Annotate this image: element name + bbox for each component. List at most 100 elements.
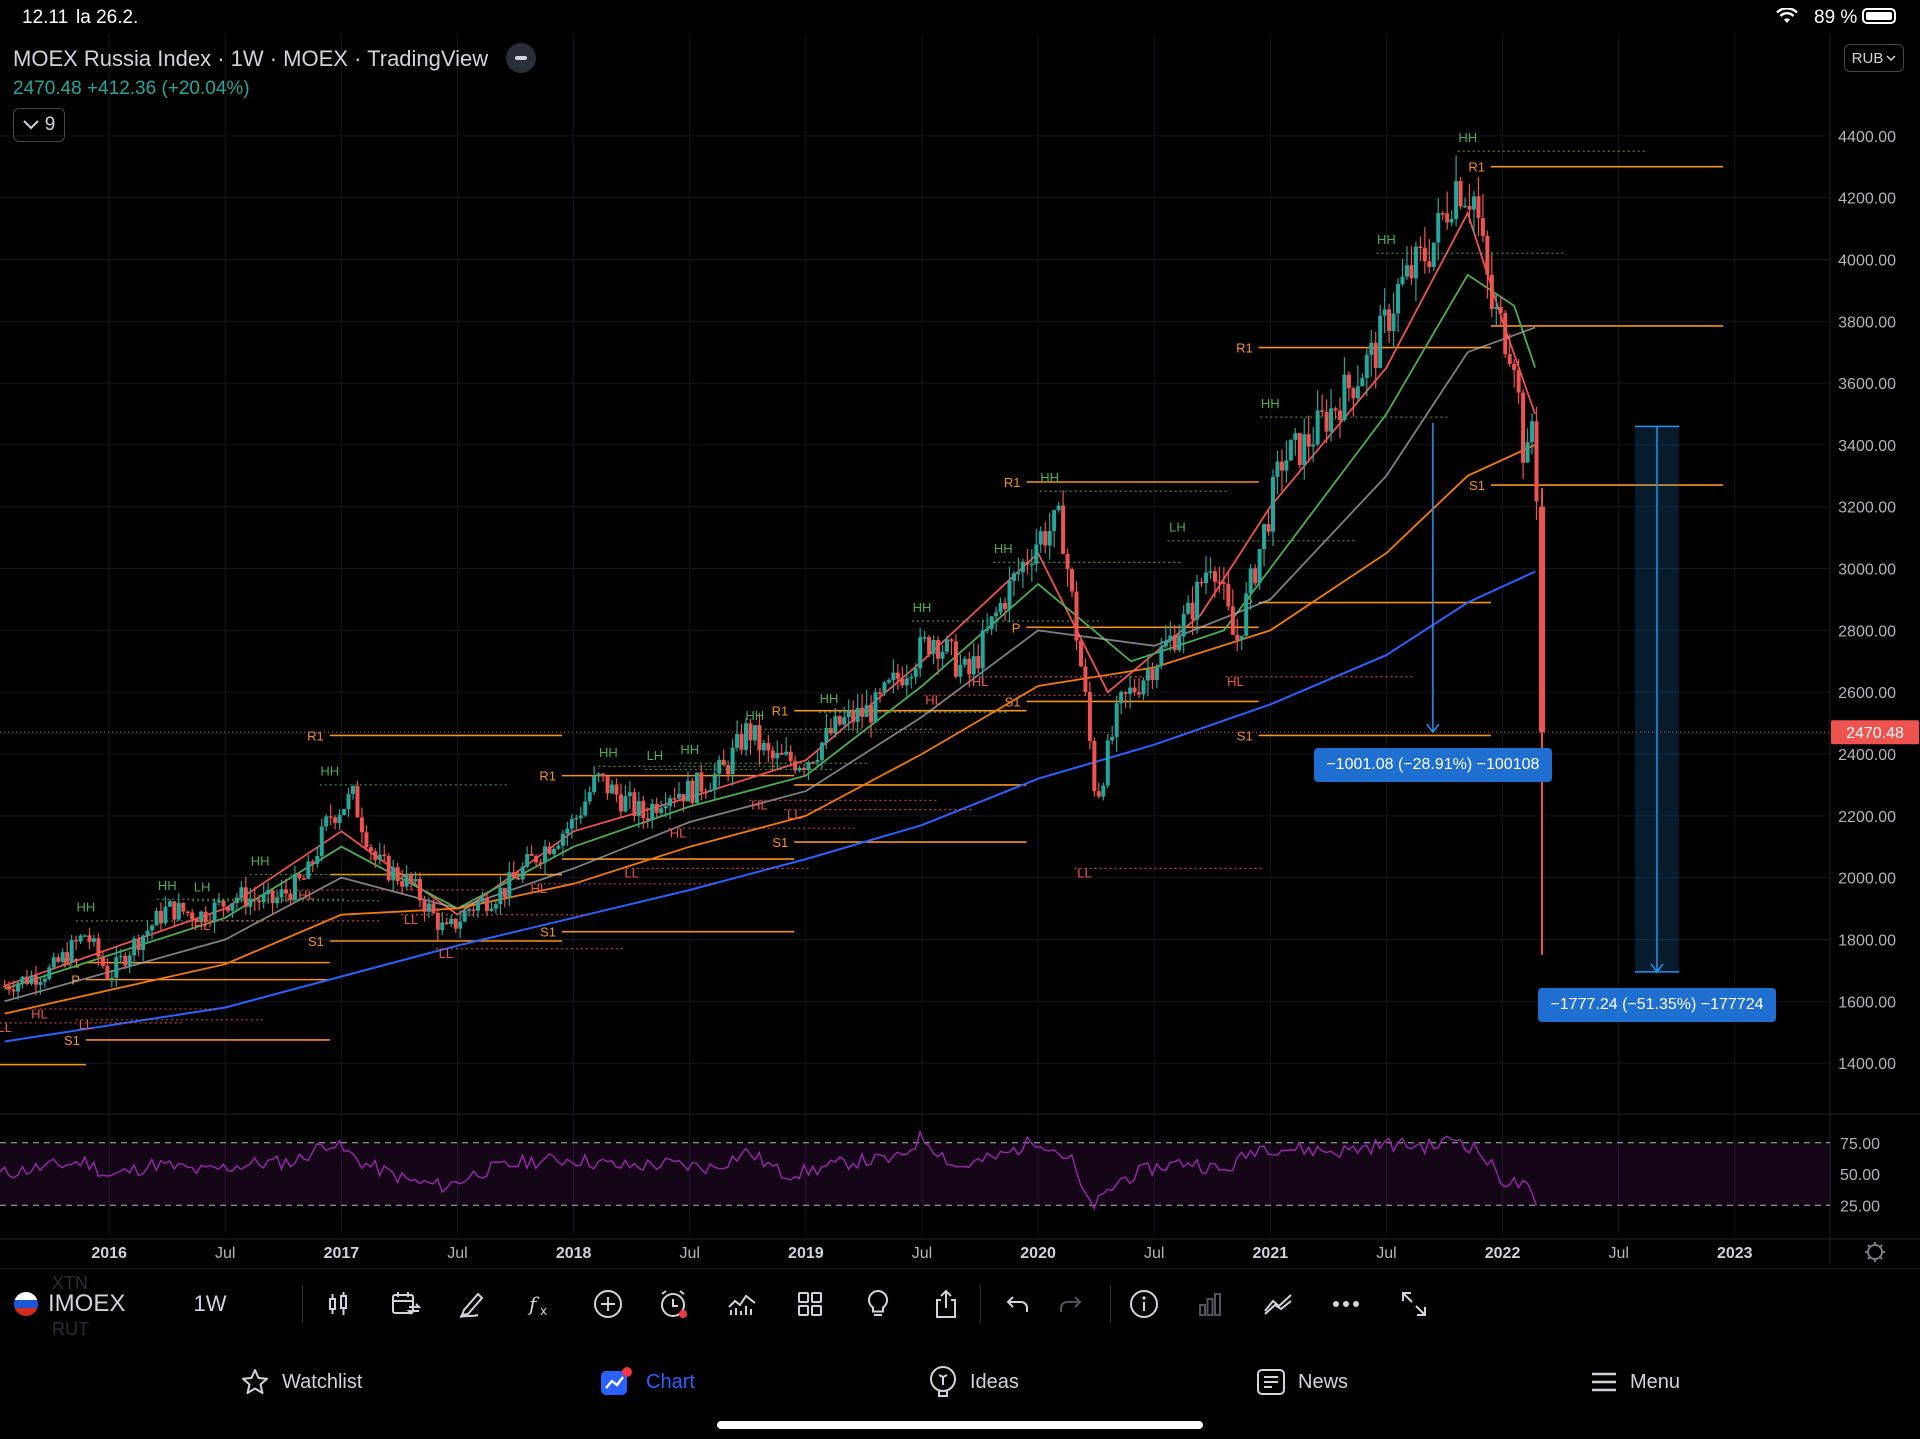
candle-body <box>1525 442 1530 463</box>
candle-body <box>761 742 766 751</box>
candle-body <box>980 630 985 669</box>
layout-grid-button[interactable] <box>788 1269 832 1339</box>
candle-body <box>78 935 83 942</box>
candle-body <box>203 911 208 922</box>
chart-type-button[interactable] <box>316 1269 360 1339</box>
rsi-line <box>0 1129 1537 1211</box>
measure-label[interactable]: −1001.08 (−28.91%) −100108 <box>1313 748 1552 783</box>
candle-body <box>864 705 869 717</box>
redo-button[interactable] <box>1048 1269 1092 1339</box>
candle-body <box>793 761 798 771</box>
candle-body <box>1038 531 1043 545</box>
symbol-search-button[interactable]: IMOEX <box>14 1269 134 1339</box>
home-indicator[interactable] <box>717 1421 1203 1429</box>
swing-label: LL <box>404 912 418 927</box>
trend-tools-button[interactable] <box>1256 1269 1300 1339</box>
price-axis-label: 1600.00 <box>1838 994 1896 1011</box>
candle-body <box>65 952 70 963</box>
candle-body <box>1020 562 1025 573</box>
candle-body <box>141 935 146 950</box>
add-button[interactable] <box>586 1269 630 1339</box>
candle-body <box>744 723 749 750</box>
tab-watchlist[interactable]: Watchlist <box>240 1360 362 1404</box>
candle-body <box>150 925 155 931</box>
candle-body <box>176 902 181 920</box>
compare-button[interactable] <box>384 1269 428 1339</box>
alerts-button[interactable] <box>652 1269 696 1339</box>
candle-body <box>1404 265 1409 277</box>
candle-body <box>1454 180 1459 220</box>
tab-menu[interactable]: Menu <box>1590 1360 1680 1404</box>
candle-body <box>426 903 431 912</box>
candle-body <box>87 935 92 942</box>
drawing-tools-button[interactable] <box>450 1269 494 1339</box>
share-button[interactable] <box>924 1269 968 1339</box>
swing-label: HL <box>298 887 315 902</box>
candle-body <box>319 826 324 857</box>
candle-body <box>614 784 619 795</box>
swing-label: HL <box>925 693 942 708</box>
candle-body <box>386 855 391 881</box>
interval-button[interactable]: 1W <box>193 1291 227 1316</box>
chart-layouts-button[interactable] <box>720 1269 764 1339</box>
candle-body <box>413 878 418 882</box>
candle-body <box>1373 342 1378 368</box>
candle-body <box>1436 213 1441 243</box>
trend-lines-icon <box>1264 1294 1292 1315</box>
pivot-level-label: S1 <box>1237 728 1253 743</box>
candle-body <box>342 809 347 815</box>
more-button[interactable] <box>1324 1269 1368 1339</box>
candle-body <box>1306 434 1311 447</box>
candle-body <box>1387 309 1392 331</box>
candle-body <box>668 798 673 807</box>
chart-area[interactable]: R1 P S1 R1 S1 R1 S1 R1 S1 R1 P S1 R1 P S1 R1 S1 HH HH LH HH H… <box>0 34 1920 1264</box>
candle-body <box>1168 635 1173 641</box>
symbol-info-button[interactable] <box>1122 1269 1166 1339</box>
indicators-toggle-button[interactable]: 9 <box>13 108 65 142</box>
candle-body <box>645 818 650 821</box>
tab-chart[interactable]: Chart <box>600 1360 695 1404</box>
candle-body <box>1440 213 1445 215</box>
candle-body <box>38 981 43 985</box>
swing-label: LH <box>1169 519 1186 534</box>
candle-body <box>1284 460 1289 471</box>
currency-selector[interactable]: RUB <box>1844 44 1904 72</box>
candle-body <box>587 792 592 802</box>
candle-body <box>333 817 338 823</box>
candle-body <box>828 727 833 734</box>
financials-button[interactable] <box>1188 1269 1232 1339</box>
candle-body <box>1186 602 1191 614</box>
hide-legend-button[interactable] <box>506 43 536 73</box>
candle-body <box>109 977 114 980</box>
tab-ideas[interactable]: Ideas <box>928 1360 1019 1404</box>
candle-body <box>297 873 302 879</box>
swing-label: HH <box>745 708 764 723</box>
price-axis-label: 4400.00 <box>1838 129 1896 146</box>
undo-button[interactable] <box>996 1269 1040 1339</box>
candle-body <box>618 794 623 812</box>
fullscreen-button[interactable] <box>1392 1269 1436 1339</box>
candle-body <box>431 903 436 913</box>
rsi-axis-label: 25.00 <box>1840 1198 1880 1215</box>
candle-body <box>154 910 159 926</box>
pivot-level-label: S1 <box>540 925 556 940</box>
candle-body <box>471 909 476 911</box>
candle-body <box>712 773 717 791</box>
swing-label: HH <box>77 900 96 915</box>
candle-body <box>1534 421 1539 502</box>
candle-body <box>886 680 891 683</box>
candle-body <box>1190 602 1195 620</box>
candle-body <box>605 776 610 794</box>
news-icon <box>1257 1369 1285 1395</box>
candle-body <box>114 957 119 978</box>
measure-label[interactable]: −1777.24 (−51.35%) −177724 <box>1537 987 1776 1022</box>
tab-news[interactable]: News <box>1256 1360 1348 1404</box>
candle-body <box>1413 246 1418 279</box>
ideas-tool-button[interactable] <box>856 1269 900 1339</box>
time-axis-label: Jul <box>680 1245 700 1262</box>
candle-body <box>1110 736 1115 741</box>
settings-gear-icon[interactable] <box>1865 1242 1885 1262</box>
price-axis-label: 2600.00 <box>1838 685 1896 702</box>
